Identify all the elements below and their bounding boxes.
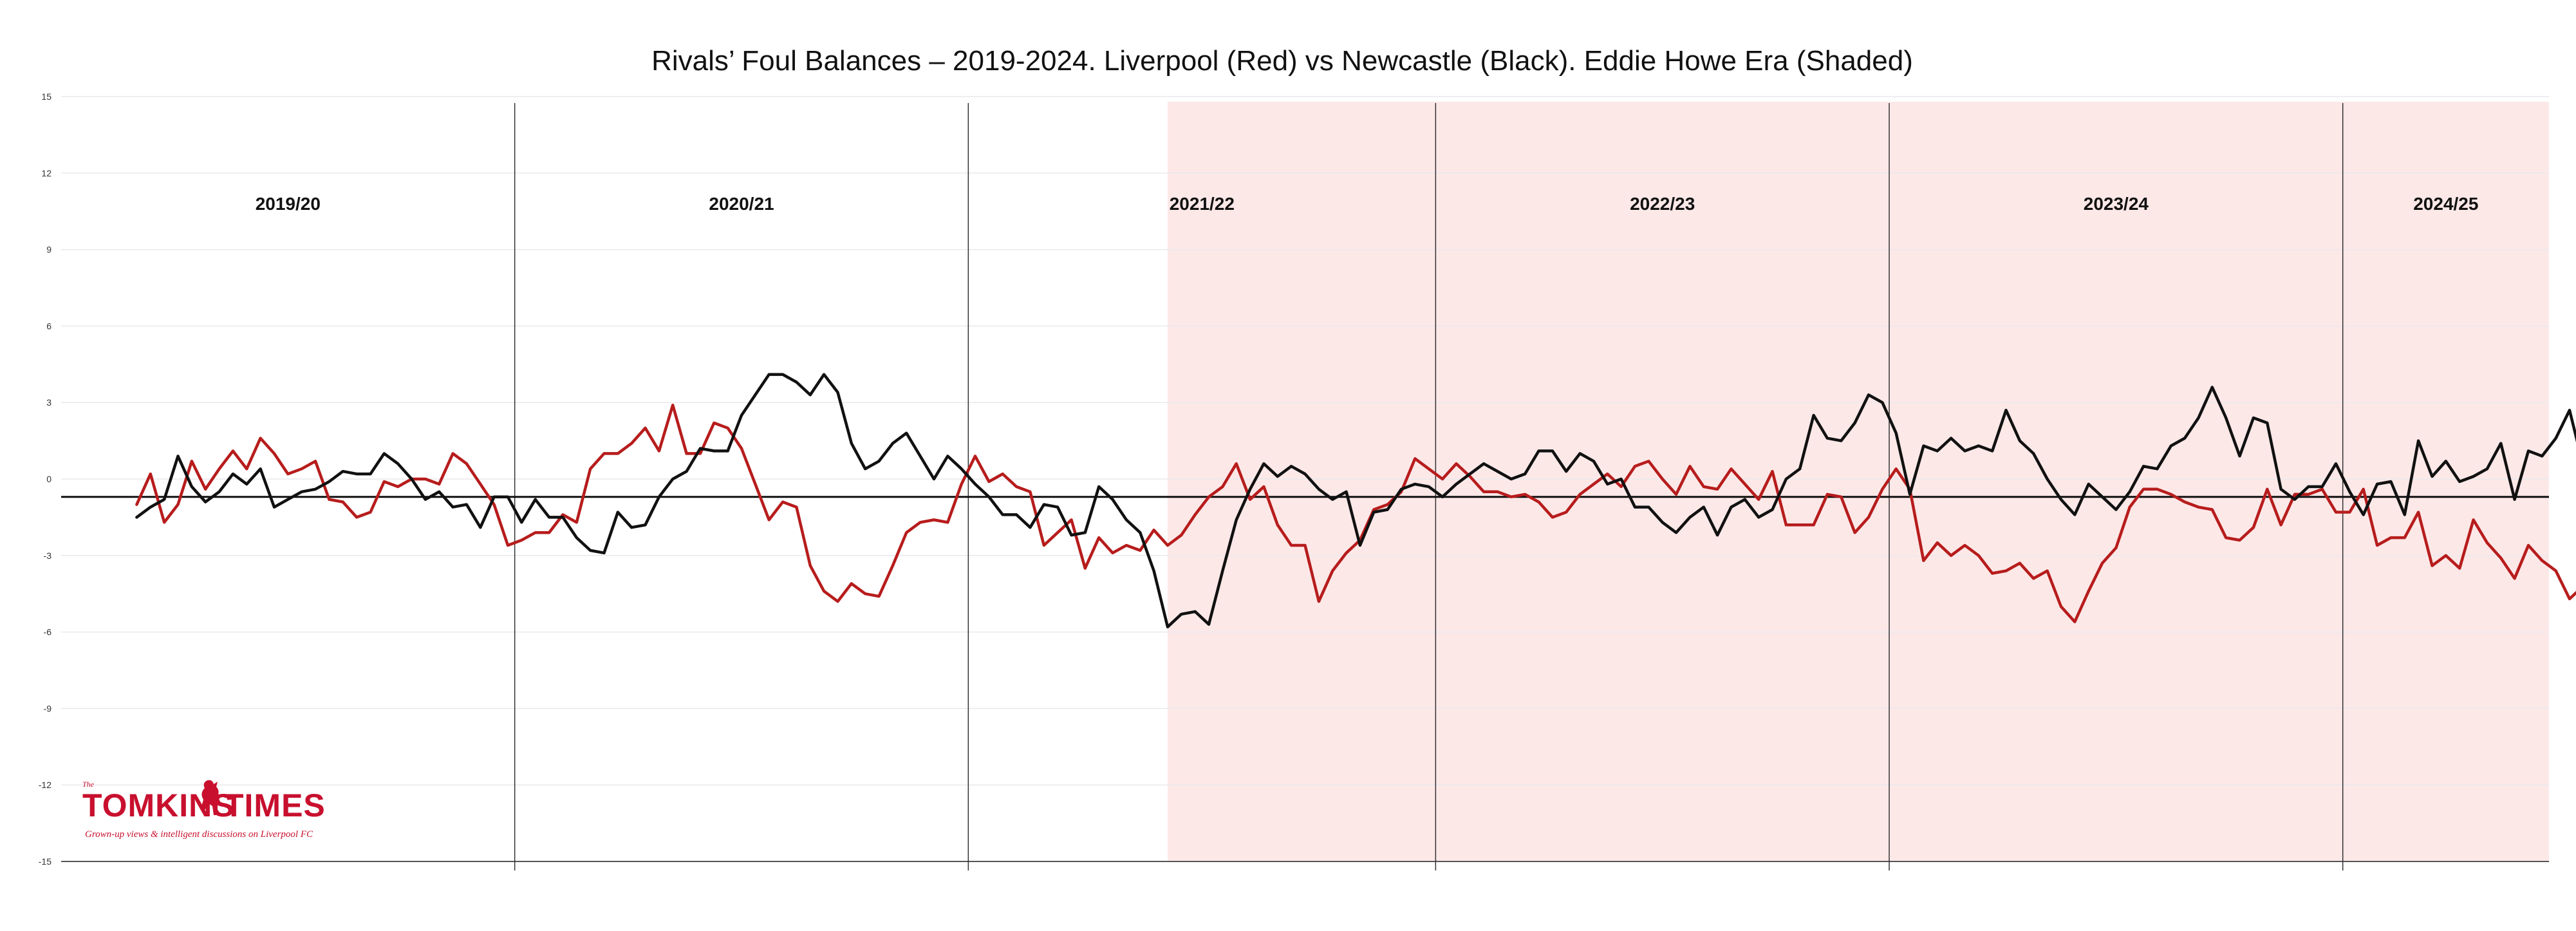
season-label: 2024/25: [2413, 194, 2478, 214]
series-line-black: [135, 373, 2576, 628]
logo-the: The: [82, 780, 95, 789]
y-tick-label: -3: [44, 550, 52, 561]
season-label: 2022/23: [1630, 194, 1695, 214]
season-label: 2023/24: [2084, 194, 2149, 214]
y-tick-label: -15: [39, 856, 51, 867]
y-tick-label: 9: [46, 245, 51, 255]
y-tick-label: -9: [44, 703, 52, 713]
logo-times: TIMES: [224, 787, 326, 823]
y-tick-label: 3: [46, 397, 51, 408]
season-label: 2020/21: [709, 194, 774, 214]
y-tick-label: -12: [39, 780, 51, 790]
season-label: 2019/20: [256, 194, 321, 214]
y-tick-label: 12: [41, 168, 51, 178]
season-label: 2021/22: [1170, 194, 1235, 214]
chart-title: Rivals’ Foul Balances – 2019-2024. Liver…: [651, 45, 1913, 77]
shaded-era-region: [1167, 102, 2549, 861]
tomkins-times-logo: The TOMKINS TIMES Grown-up views & intel…: [82, 780, 326, 840]
logo-tagline: Grown-up views & intelligent discussions…: [85, 829, 313, 840]
y-tick-label: -6: [44, 627, 52, 637]
liverbird-icon: [201, 780, 223, 815]
series-line-red: [135, 403, 2576, 624]
y-tick-label: 15: [41, 91, 51, 102]
y-tick-label: 6: [46, 321, 51, 331]
y-tick-label: 0: [46, 474, 51, 484]
